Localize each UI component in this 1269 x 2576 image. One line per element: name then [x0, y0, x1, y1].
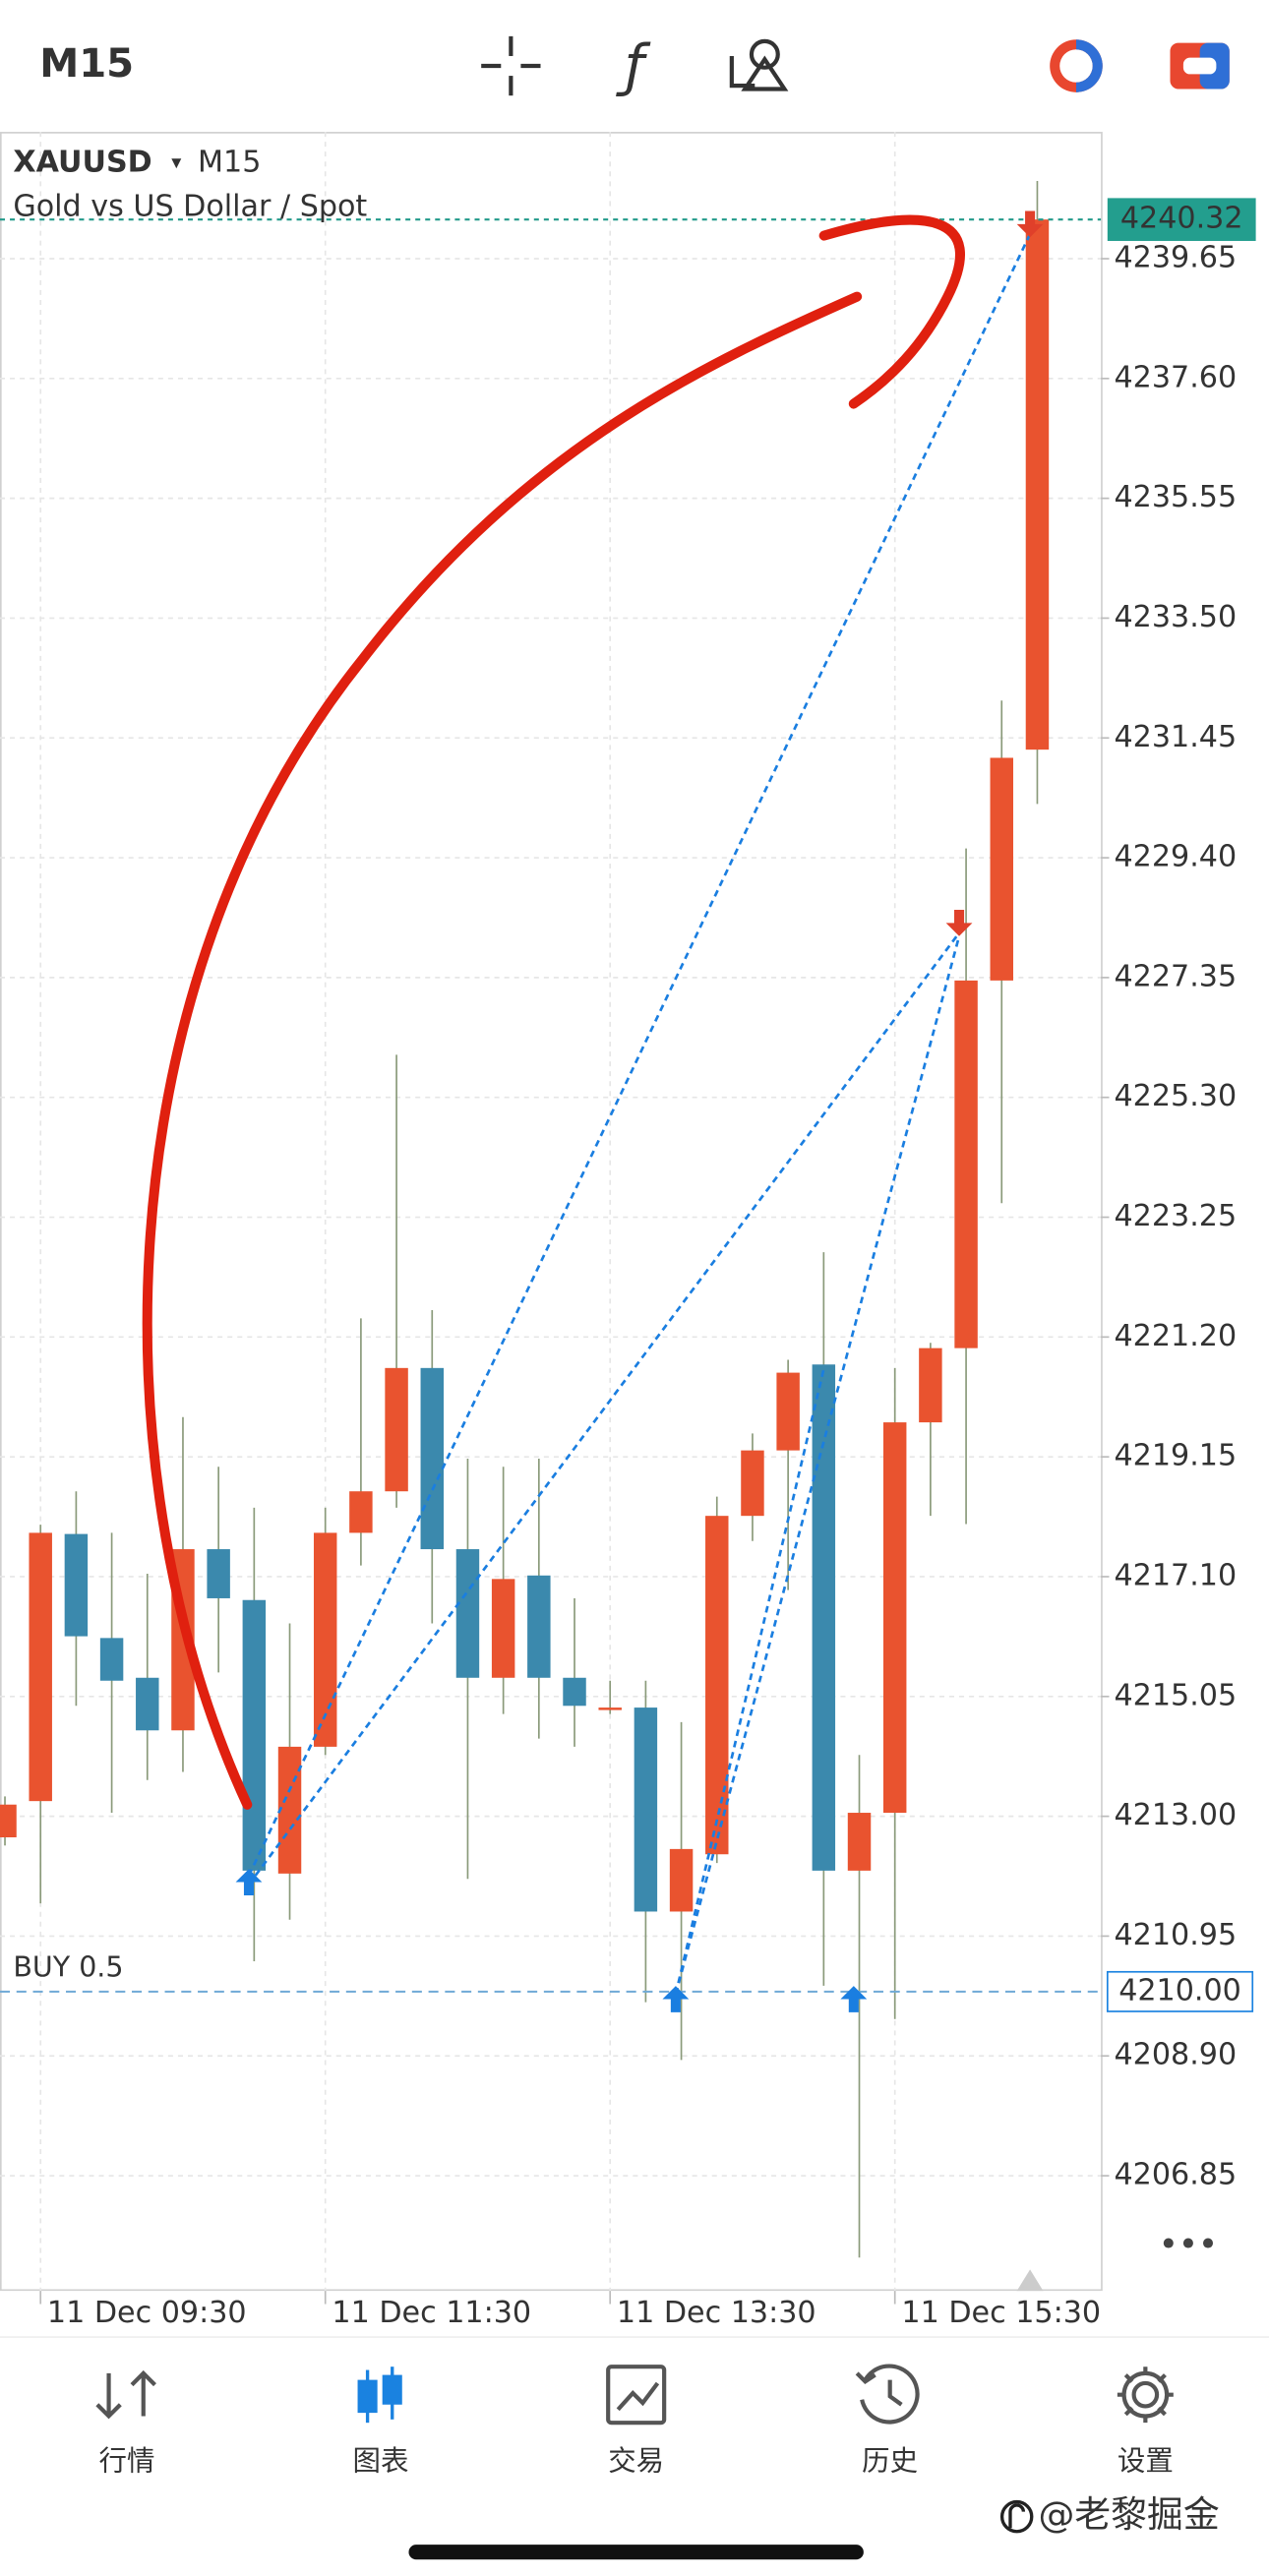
chart-timeframe: M15 [198, 145, 261, 179]
y-tick-label: 4237.60 [1115, 360, 1238, 394]
y-tick-label: 4223.25 [1115, 1199, 1238, 1233]
y-tick-label: 4215.05 [1115, 1678, 1238, 1712]
candle-body [136, 1677, 159, 1731]
nav-label[interactable]: 行情 [99, 2444, 155, 2477]
sell-arrows [945, 210, 1044, 936]
candle-body [64, 1533, 89, 1637]
nav-label[interactable]: 交易 [608, 2444, 664, 2477]
candle-body [99, 1638, 124, 1681]
objects-icon[interactable] [729, 38, 789, 91]
candle-body [277, 1746, 302, 1874]
bid-label: 4240.32 [1120, 202, 1243, 236]
candle-body [954, 980, 978, 1348]
y-tick-label: 4206.85 [1115, 2158, 1238, 2192]
candle-body [385, 1367, 408, 1492]
nav-bar: 行情 图表 交易 历史 设置 [99, 2444, 1174, 2477]
symbol-dropdown[interactable]: ▾ [171, 150, 182, 173]
more-button[interactable] [1163, 2238, 1214, 2248]
bid-label-box [1107, 198, 1256, 241]
nav-icon-chart[interactable] [357, 2366, 402, 2424]
buy-arrows [235, 1869, 868, 2012]
candle-body [669, 1848, 694, 1912]
nav-icon-settings[interactable] [1117, 2366, 1174, 2424]
y-tick-label: 4231.45 [1115, 720, 1238, 754]
y-tick-label: 4239.65 [1115, 240, 1238, 274]
candle-body [598, 1707, 622, 1710]
candle-body [491, 1579, 515, 1678]
symbol-description: Gold vs US Dollar / Spot [13, 190, 367, 224]
home-indicator [408, 2545, 864, 2560]
candle-body [882, 1422, 907, 1814]
candle-body [919, 1348, 942, 1423]
y-tick-label: 4227.35 [1115, 959, 1238, 993]
x-tick-label: 11 Dec 09:30 [47, 2296, 247, 2330]
candle-body [29, 1532, 52, 1802]
candle-body [527, 1575, 551, 1678]
candle-body [634, 1707, 658, 1912]
candle-body [0, 1804, 17, 1837]
candle-body [455, 1549, 480, 1678]
watermark: @老黎掘金 [1038, 2493, 1219, 2536]
nav-label[interactable]: 设置 [1118, 2444, 1174, 2477]
crosshair-icon[interactable] [481, 35, 541, 96]
nav-icon-trade[interactable] [606, 2365, 667, 2426]
candle-body [420, 1367, 444, 1550]
x-tick-label: 11 Dec 11:30 [332, 2296, 531, 2330]
candle-body [741, 1450, 764, 1517]
position-label[interactable]: BUY 0.5 [13, 1950, 123, 1983]
watermark-logo [999, 2499, 1034, 2534]
candle-body [242, 1599, 267, 1871]
candle-body [990, 757, 1013, 981]
y-tick-label: 4219.15 [1115, 1439, 1238, 1473]
candle-body [1025, 219, 1050, 750]
candle-body [563, 1677, 586, 1707]
trade-signal-icon[interactable] [1050, 39, 1103, 92]
candle-body [207, 1549, 230, 1598]
nav-label[interactable]: 图表 [353, 2444, 409, 2477]
position-price-box [1106, 1970, 1254, 2012]
y-tick-label: 4235.55 [1115, 480, 1238, 514]
annotation-arrow [142, 214, 965, 1810]
nav-icon-quotes[interactable] [95, 2369, 156, 2420]
y-tick-label: 4221.20 [1115, 1319, 1238, 1353]
symbol: XAUUSD [13, 145, 151, 179]
candle-body [812, 1364, 836, 1871]
candle-body [776, 1372, 800, 1451]
y-tick-label: 4208.90 [1115, 2038, 1238, 2072]
candle-body [705, 1516, 729, 1855]
y-tick-label: 4217.10 [1115, 1558, 1238, 1592]
position-price-label: 4210.00 [1118, 1973, 1241, 2007]
chart: 4239.65 4237.60 4235.55 4233.50 4231.45 4229.… [0, 132, 1256, 2330]
account-icon[interactable] [1170, 42, 1230, 90]
x-tick-label: 11 Dec 15:30 [901, 2296, 1101, 2330]
candle-body [313, 1532, 337, 1747]
y-tick-label: 4229.40 [1115, 840, 1238, 874]
y-tick-label: 4213.00 [1115, 1798, 1238, 1832]
candle-body [349, 1491, 373, 1533]
scroll-marker [1016, 2269, 1044, 2292]
y-tick-label: 4225.30 [1115, 1079, 1238, 1113]
trade-lines [247, 233, 1032, 1995]
y-tick-label: 4210.95 [1115, 1918, 1238, 1952]
x-tick-label: 11 Dec 13:30 [617, 2296, 816, 2330]
plot-frame [0, 132, 1103, 2292]
y-tick-label: 4233.50 [1115, 600, 1238, 634]
nav-icon-history[interactable] [855, 2364, 920, 2425]
candle-body [847, 1813, 872, 1871]
nav-label[interactable]: 历史 [862, 2444, 918, 2477]
timeframe-button[interactable]: M15 [39, 41, 134, 87]
